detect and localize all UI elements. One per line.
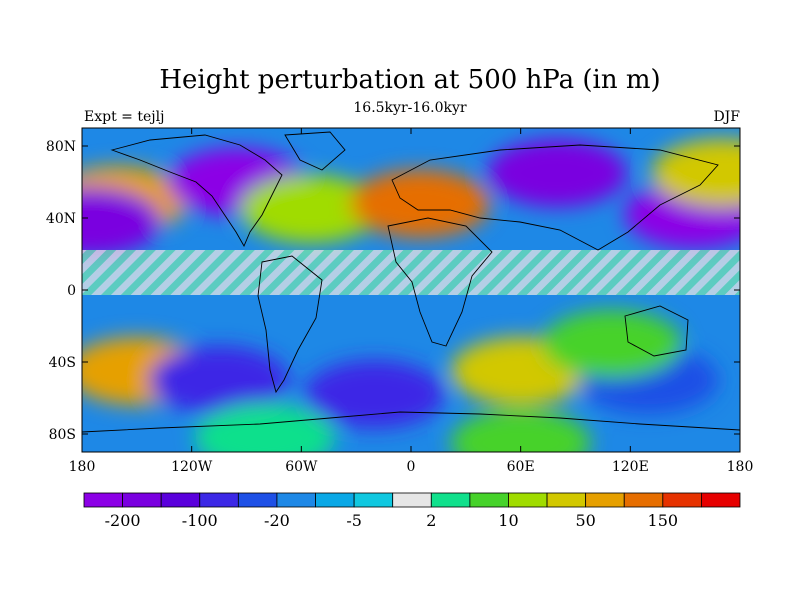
- anomaly-region-3: [240, 175, 381, 243]
- colorbar-box-9: [430, 492, 471, 508]
- colorbar-box-6: [315, 492, 355, 508]
- tropical-hatch-band: [82, 250, 740, 295]
- colorbar-box-8: [392, 492, 432, 508]
- coastline-antarctica: [82, 411, 740, 433]
- lon-tick-label-4: 60E: [507, 459, 535, 475]
- anomaly-region-5: [487, 139, 628, 207]
- colorbar-label-4: 2: [426, 511, 436, 530]
- colorbar-box-0: [83, 492, 123, 508]
- colorbar-label-0: -200: [105, 511, 141, 530]
- colorbar-label-5: 10: [498, 511, 518, 530]
- colorbar: -200 -100 -20 -5 2 10 50 150: [83, 492, 741, 530]
- chart-subtitle: 16.5kyr-16.0kyr: [353, 100, 467, 116]
- anomaly-region-9: [149, 346, 290, 414]
- colorbar-box-10: [469, 492, 509, 508]
- colorbar-label-2: -20: [264, 511, 290, 530]
- lat-tick-label-4: 80S: [49, 427, 76, 443]
- lon-tick-label-5: 120E: [612, 459, 649, 475]
- experiment-label: Expt = tejlj: [84, 109, 164, 125]
- colorbar-box-14: [623, 492, 664, 508]
- colorbar-box-7: [353, 492, 394, 508]
- colorbar-labels: -200 -100 -20 -5 2 10 50 150: [105, 511, 678, 530]
- colorbar-box-4: [237, 492, 278, 508]
- lon-tick-label-6: 180: [727, 459, 754, 475]
- coastlines: [82, 131, 740, 433]
- colorbar-label-7: 150: [648, 511, 679, 530]
- colorbar-label-3: -5: [346, 511, 362, 530]
- lon-tick-label-2: 60W: [285, 459, 318, 475]
- colorbar-box-3: [199, 492, 239, 508]
- lat-tick-label-2: 0: [67, 283, 76, 299]
- chart-title: Height perturbation at 500 hPa (in m): [159, 65, 660, 95]
- colorbar-label-1: -100: [182, 511, 218, 530]
- colorbar-box-1: [122, 492, 162, 508]
- colorbar-box-16: [701, 492, 741, 508]
- anomaly-field: [82, 139, 740, 452]
- colorbar-box-13: [585, 492, 625, 508]
- anomaly-region-4: [350, 169, 491, 238]
- lon-tick-label-0: 180: [69, 459, 96, 475]
- lat-tick-label-3: 40S: [49, 355, 76, 371]
- map-plot: 80N 40N 0 40S 80S 180 120W 60W 0 60E 120E 180: [46, 127, 754, 475]
- lon-tick-label-1: 120W: [171, 459, 213, 475]
- colorbar-box-5: [276, 492, 316, 508]
- coastline-australia: [624, 305, 689, 357]
- coastline-africa: [387, 217, 493, 347]
- lat-tick-label-0: 80N: [46, 139, 76, 155]
- anomaly-region-14: [194, 403, 335, 452]
- coastline-north-america: [110, 134, 283, 248]
- anomaly-region-2: [82, 187, 162, 256]
- colorbar-box-2: [160, 492, 201, 508]
- colorbar-box-12: [546, 492, 587, 508]
- colorbar-box-11: [508, 492, 548, 508]
- anomaly-region-13: [542, 310, 683, 378]
- colorbar-label-6: 50: [575, 511, 595, 530]
- anomaly-region-10: [304, 360, 445, 429]
- coastline-greenland: [284, 131, 346, 171]
- lon-tick-label-3: 0: [407, 459, 416, 475]
- colorbar-boxes: [83, 492, 741, 508]
- longitude-axis: 180 120W 60W 0 60E 120E 180: [69, 128, 754, 475]
- colorbar-box-15: [662, 492, 702, 508]
- anomaly-region-15: [450, 409, 591, 452]
- coastline-eurasia: [391, 144, 719, 251]
- season-label: DJF: [713, 109, 740, 125]
- lat-tick-label-1: 40N: [46, 211, 76, 227]
- latitude-axis: 80N 40N 0 40S 80S: [46, 139, 740, 443]
- coastline-south-america: [257, 255, 323, 394]
- anomaly-region-7: [651, 139, 740, 207]
